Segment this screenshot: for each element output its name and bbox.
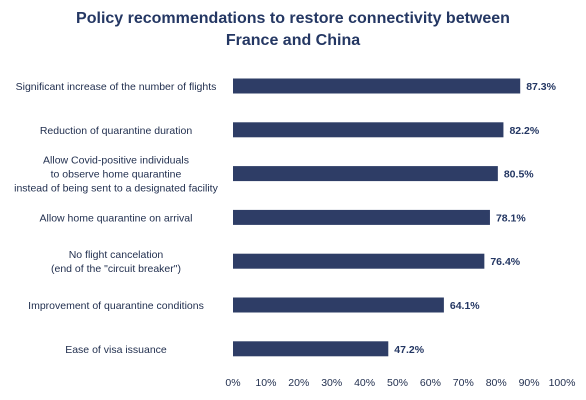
category-label-5: No flight cancelation (end of the "circui… <box>51 249 181 275</box>
bar-6 <box>233 297 444 313</box>
bar-2 <box>233 122 504 138</box>
x-tick-label-4: 40% <box>354 377 375 389</box>
category-label-2: Reduction of quarantine duration <box>40 125 193 137</box>
x-tick-label-7: 70% <box>453 377 474 389</box>
bar-7 <box>233 341 389 357</box>
value-label-1: 87.3% <box>526 81 556 93</box>
x-tick-label-10: 100% <box>549 377 576 389</box>
category-label-1: Significant increase of the number of fl… <box>16 81 217 93</box>
x-tick-label-0: 0% <box>225 377 240 389</box>
category-label-6: Improvement of quarantine conditions <box>28 300 204 312</box>
category-label-7: Ease of visa issuance <box>65 344 167 356</box>
x-tick-label-9: 90% <box>519 377 540 389</box>
x-tick-label-3: 30% <box>321 377 342 389</box>
chart-title-line-1: Policy recommendations to restore connec… <box>76 10 510 27</box>
bar-1 <box>233 78 521 94</box>
value-label-3: 80.5% <box>504 169 534 181</box>
chart-title: Policy recommendations to restore connec… <box>0 8 586 52</box>
bar-4 <box>233 209 490 225</box>
chart-title-line-2: France and China <box>225 32 361 49</box>
bar-3 <box>233 166 498 182</box>
value-label-5: 76.4% <box>490 256 520 268</box>
category-label-4: Allow home quarantine on arrival <box>40 212 193 224</box>
category-label-3: Allow Covid-positive individuals to obser… <box>14 155 218 195</box>
bar-5 <box>233 253 485 269</box>
x-tick-label-2: 20% <box>288 377 309 389</box>
x-tick-label-1: 10% <box>255 377 276 389</box>
value-label-2: 82.2% <box>509 125 539 137</box>
x-tick-label-5: 50% <box>387 377 408 389</box>
value-label-4: 78.1% <box>496 212 526 224</box>
value-label-6: 64.1% <box>450 300 480 312</box>
value-label-7: 47.2% <box>394 344 424 356</box>
x-tick-label-8: 80% <box>486 377 507 389</box>
x-tick-label-6: 60% <box>420 377 441 389</box>
